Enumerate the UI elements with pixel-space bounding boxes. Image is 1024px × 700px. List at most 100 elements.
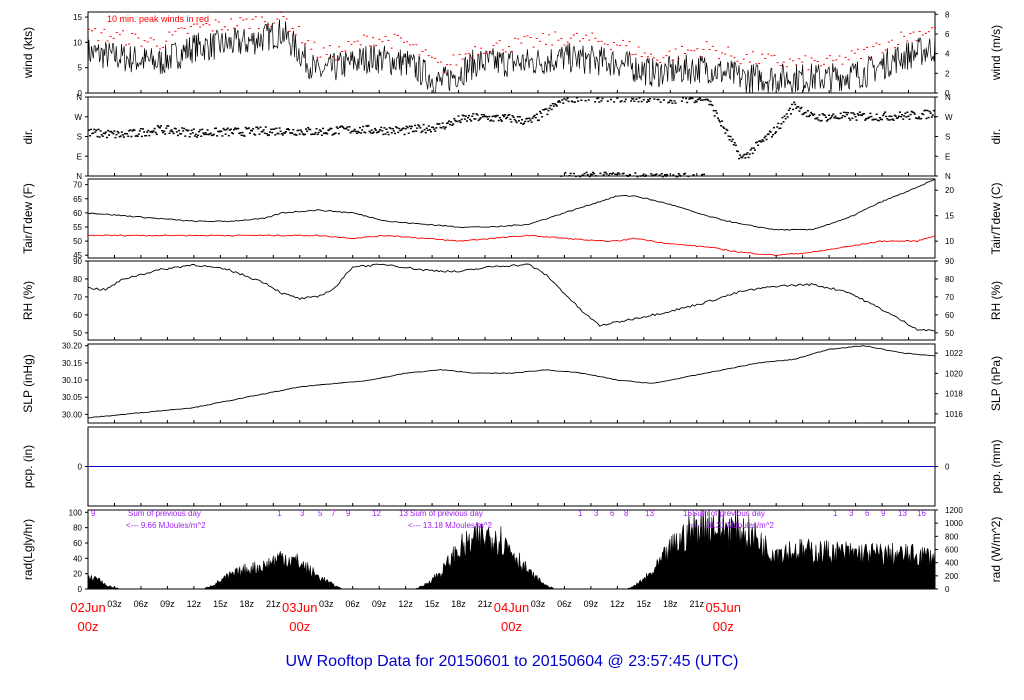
wind-dir-point [727,135,730,137]
temp-ytick-label-right: 15 [945,212,954,221]
wind-dir-point [140,135,143,138]
wind-dir-point [509,118,512,121]
wind-peak-mark [826,57,828,59]
wind-dir-point [277,132,280,135]
wind-peak-mark [433,57,436,59]
wind-dir-point [298,133,301,135]
wind-dir-point [805,115,808,118]
wind-dir-point [557,101,559,103]
wind-dir-point [160,125,162,127]
wind-peak-mark [319,56,322,58]
wind-dir-point [307,126,310,129]
wind-peak-mark [665,55,668,57]
dir-ylabel-right: dir. [989,128,1003,144]
wind-peak-mark [489,51,492,52]
wind-dir-point [265,132,268,135]
rad-hour-mark: 3 [594,509,599,518]
wind-dir-point [397,131,400,134]
rad-hour-mark: 1 [833,509,838,518]
wind-peak-mark [264,21,266,23]
wind-dir-point [647,99,649,101]
date-label: 03Jun [282,600,317,615]
wind-dir-point [227,134,230,137]
wind-peak-mark [668,50,671,52]
wind-dir-point [171,131,174,133]
wind-peak-mark [548,34,551,36]
wind-peak-mark [267,24,270,25]
wind-dir-point [839,112,842,115]
wind-dir-point [711,104,714,107]
wind-dir-point [476,114,479,116]
time-tick-label: 21z [266,599,281,609]
wind-dir-point [650,173,653,175]
wind-dir-point [640,100,643,103]
wind-dir-point [460,118,463,121]
wind-dir-point [751,152,754,155]
wind-dir-point [388,126,391,129]
wind-ytick-label-right: 6 [945,30,950,39]
wind-peak-mark [684,53,686,54]
wind-dir-point [446,122,449,124]
wind-dir-point [133,129,136,131]
wind-dir-point [216,135,219,137]
wind-peak-mark [881,52,884,54]
wind-dir-point [598,101,601,103]
wind-dir-point [673,100,676,102]
wind-dir-point [457,115,460,117]
wind-dir-point [451,124,454,126]
wind-dir-point [812,114,815,117]
wind-dir-point [548,107,551,109]
rad-ytick-label-right: 1200 [945,506,963,515]
wind-dir-point [453,117,456,120]
wind-dir-point [820,119,823,122]
wind-dir-point [623,100,626,103]
wind-dir-point [783,115,786,117]
wind-dir-point [533,114,536,117]
wind-dir-point [259,126,262,128]
wind-dir-point [667,101,670,104]
rh-ytick-label-left: 50 [73,329,82,338]
wind-dir-point [432,126,435,128]
wind-dir-point [240,134,243,136]
wind-dir-point [205,133,208,136]
wind-dir-point [297,129,300,132]
temp-ytick-label-left: 55 [73,223,82,232]
wind-dir-point [295,134,298,136]
wind-peak-mark [193,23,195,25]
wind-peak-mark [853,52,856,54]
wind-dir-point [595,175,598,177]
wind-dir-point [729,135,732,138]
wind-peak-mark [730,55,733,57]
wind-dir-point [615,173,618,176]
wind-dir-point [801,113,804,116]
wind-dir-point [116,130,119,133]
wind-dir-point [470,120,473,122]
dir-panel-frame [87,96,936,177]
wind-dir-point [924,109,927,112]
wind-dir-point [378,130,381,133]
wind-dir-point [597,97,600,99]
rad-hour-mark: 12 [372,509,381,518]
wind-dir-point [398,127,401,130]
wind-dir-point [572,172,575,175]
wind-dir-point [529,119,532,121]
wind-dir-point [258,133,261,135]
wind-dir-point [472,113,475,115]
time-tick-label: 15z [637,599,652,609]
wind-dir-point [383,127,386,129]
wind-peak-mark [122,30,124,32]
wind-dir-point [574,101,576,103]
wind-dir-point [750,147,753,149]
time-tick-label: 15z [213,599,228,609]
wind-dir-point [841,115,844,117]
wind-dir-point [405,125,408,128]
wind-dir-point [153,127,156,130]
temp-ytick-label-left: 45 [73,251,82,260]
wind-peak-mark [637,46,640,48]
wind-dir-point [825,120,828,122]
wind-peak-mark [227,29,229,31]
wind-peak-mark [508,46,510,47]
wind-dir-point [449,123,451,126]
wind-peak-mark [260,16,263,18]
wind-dir-point [448,120,450,122]
